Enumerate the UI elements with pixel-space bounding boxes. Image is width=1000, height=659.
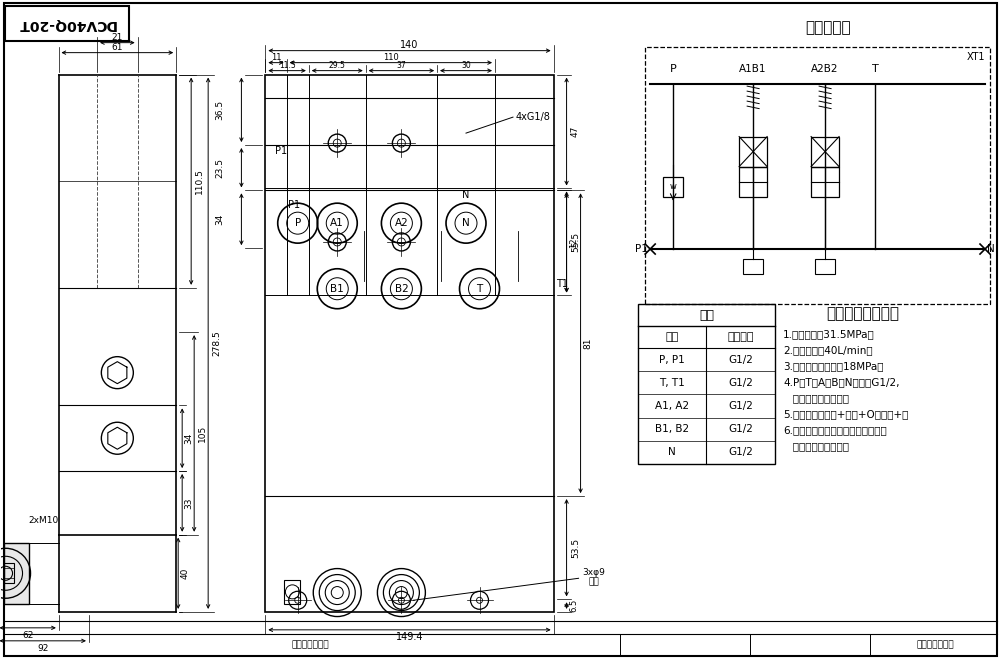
Text: 4xG1/8: 4xG1/8 bbox=[516, 112, 551, 122]
Text: 40: 40 bbox=[181, 567, 190, 579]
Text: 23.5: 23.5 bbox=[215, 158, 224, 178]
Text: 2xM10: 2xM10 bbox=[28, 516, 59, 525]
Bar bbox=[4, 542, 29, 604]
Text: B1, B2: B1, B2 bbox=[655, 424, 689, 434]
Text: 33: 33 bbox=[185, 497, 194, 509]
Bar bbox=[284, 580, 300, 604]
Bar bbox=[739, 167, 767, 196]
Bar bbox=[265, 74, 554, 612]
Text: P: P bbox=[295, 218, 301, 228]
Text: A2: A2 bbox=[395, 218, 408, 228]
Text: G1/2: G1/2 bbox=[728, 447, 753, 457]
Text: 53.5: 53.5 bbox=[571, 538, 580, 558]
Text: 11: 11 bbox=[271, 53, 281, 62]
Text: DCV40Q-20T: DCV40Q-20T bbox=[17, 17, 116, 31]
Text: P: P bbox=[670, 64, 677, 74]
Text: A1: A1 bbox=[330, 218, 344, 228]
Text: 3xφ9: 3xφ9 bbox=[582, 568, 605, 577]
Text: 36.5: 36.5 bbox=[215, 100, 224, 120]
Text: G1/2: G1/2 bbox=[728, 378, 753, 387]
Text: G1/2: G1/2 bbox=[728, 401, 753, 411]
Bar bbox=[663, 177, 683, 196]
Text: 21: 21 bbox=[112, 33, 123, 42]
Text: 92: 92 bbox=[37, 645, 48, 653]
Text: A1, A2: A1, A2 bbox=[655, 401, 689, 411]
Text: 81: 81 bbox=[583, 337, 592, 349]
Text: 61: 61 bbox=[112, 43, 123, 52]
Bar bbox=[811, 167, 839, 196]
Text: 螺纪规格: 螺纪规格 bbox=[727, 332, 754, 342]
Text: w: w bbox=[670, 182, 677, 191]
Text: 140: 140 bbox=[400, 40, 419, 49]
Text: T, T1: T, T1 bbox=[659, 378, 685, 387]
Bar bbox=[638, 304, 775, 464]
Text: G1/2: G1/2 bbox=[728, 424, 753, 434]
Text: 278.5: 278.5 bbox=[213, 330, 222, 356]
Bar bbox=[4, 563, 14, 583]
Text: P, P1: P, P1 bbox=[659, 355, 685, 364]
Text: 6.5: 6.5 bbox=[569, 599, 578, 612]
Text: 5.控制方式：气控+手动+O型阀芒+弹: 5.控制方式：气控+手动+O型阀芒+弹 bbox=[783, 409, 908, 419]
Text: 34: 34 bbox=[215, 214, 224, 225]
Text: 3.安全阀调定压力：18MPa；: 3.安全阀调定压力：18MPa； bbox=[783, 361, 884, 371]
Text: XT1: XT1 bbox=[967, 52, 985, 62]
Text: 支架墙面为铁本色。: 支架墙面为铁本色。 bbox=[783, 441, 849, 451]
Text: T: T bbox=[872, 64, 878, 74]
Text: 液压原理图: 液压原理图 bbox=[805, 20, 850, 35]
Text: B2: B2 bbox=[395, 284, 408, 294]
Text: 105: 105 bbox=[198, 425, 207, 442]
Text: 产品名称及代号: 产品名称及代号 bbox=[292, 641, 329, 649]
Text: 29.5: 29.5 bbox=[329, 61, 346, 70]
Text: 62: 62 bbox=[22, 631, 33, 641]
Text: 110: 110 bbox=[383, 53, 399, 62]
Text: P1: P1 bbox=[275, 146, 287, 156]
Bar bbox=[645, 47, 990, 304]
Text: 149.4: 149.4 bbox=[396, 632, 423, 642]
Text: T1: T1 bbox=[556, 279, 568, 289]
Text: 11.5: 11.5 bbox=[279, 61, 295, 70]
Bar bbox=[815, 259, 835, 274]
Text: 6.阀体表面雾化处理，安全阀及螺栓: 6.阀体表面雾化处理，安全阀及螺栓 bbox=[783, 425, 887, 435]
Bar bbox=[743, 259, 763, 274]
Text: 30: 30 bbox=[461, 61, 471, 70]
Text: 47: 47 bbox=[570, 126, 579, 137]
Text: 通孔: 通孔 bbox=[588, 578, 599, 587]
Text: N: N bbox=[462, 190, 470, 200]
Text: P1: P1 bbox=[288, 200, 300, 210]
Text: 55.5: 55.5 bbox=[571, 232, 580, 252]
Text: 接口: 接口 bbox=[666, 332, 679, 342]
Text: N: N bbox=[987, 244, 995, 254]
Text: T: T bbox=[476, 284, 483, 294]
Text: 4.P、T、A、B、N口均为G1/2,: 4.P、T、A、B、N口均为G1/2, bbox=[783, 377, 900, 387]
Text: 1.额定压力：31.5MPa；: 1.额定压力：31.5MPa； bbox=[783, 329, 875, 339]
Bar bbox=[739, 136, 767, 167]
Text: A1B1: A1B1 bbox=[739, 64, 767, 74]
Text: N: N bbox=[462, 218, 470, 228]
Text: P1: P1 bbox=[635, 244, 648, 254]
Text: B1: B1 bbox=[330, 284, 344, 294]
Text: N: N bbox=[668, 447, 676, 457]
Text: 2.额定流量：40L/min，: 2.额定流量：40L/min， bbox=[783, 345, 873, 355]
Text: 技术要求和参数：: 技术要求和参数： bbox=[827, 306, 900, 322]
Bar bbox=[811, 136, 839, 167]
Text: 油口均为平面密封；: 油口均为平面密封； bbox=[783, 393, 849, 403]
Text: 37: 37 bbox=[397, 61, 406, 70]
Text: 阀体: 阀体 bbox=[699, 308, 714, 322]
Text: A2B2: A2B2 bbox=[811, 64, 839, 74]
Text: G1/2: G1/2 bbox=[728, 355, 753, 364]
Bar bbox=[5, 6, 129, 41]
Text: 单位名称及代号: 单位名称及代号 bbox=[916, 641, 954, 649]
Text: 12: 12 bbox=[569, 238, 578, 248]
Text: 34: 34 bbox=[185, 432, 194, 444]
Text: 110.5: 110.5 bbox=[195, 168, 204, 194]
